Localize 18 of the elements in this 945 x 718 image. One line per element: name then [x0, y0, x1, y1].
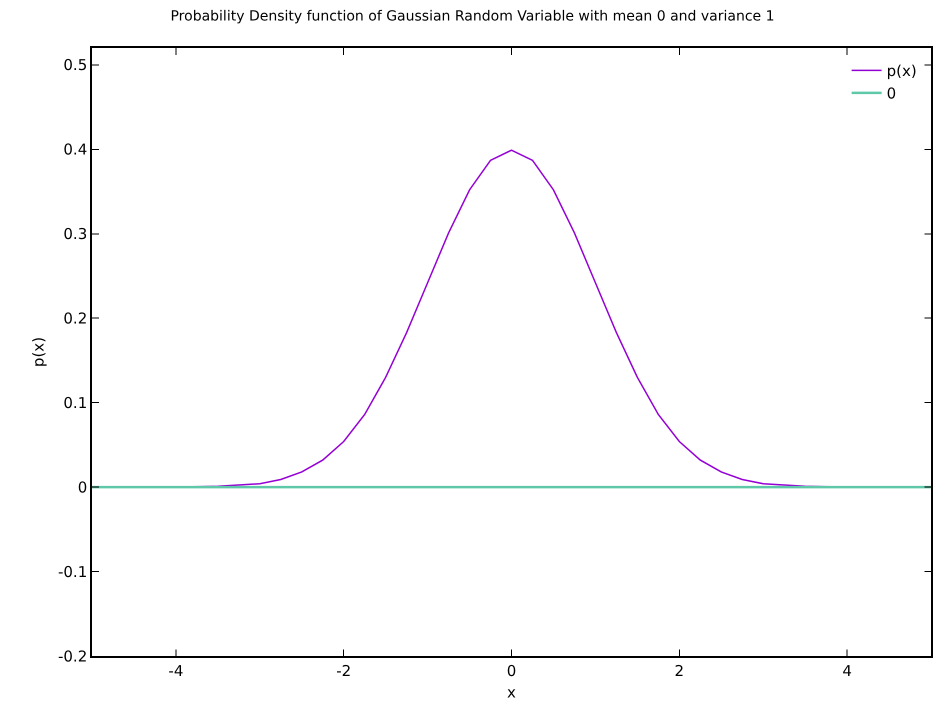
chart-title: Probability Density function of Gaussian Random Variable with mean 0 and variance 1 — [170, 8, 775, 25]
y-tick-label: 0 — [78, 478, 88, 496]
x-tick-label: -4 — [168, 662, 184, 680]
y-tick-label: 0.5 — [63, 56, 88, 74]
x-tick-label: 2 — [674, 662, 684, 680]
y-tick-label: 0.2 — [63, 309, 88, 328]
y-axis-title: p(x) — [30, 336, 48, 368]
y-tick-label: 0.3 — [63, 225, 88, 244]
x-tick-label: 0 — [506, 662, 516, 680]
x-tick-label: -2 — [336, 662, 352, 680]
y-tick-label: -0.1 — [58, 562, 88, 581]
legend-label: 0 — [886, 84, 896, 103]
legend-label: p(x) — [886, 62, 917, 80]
x-tick-label: 4 — [842, 662, 852, 680]
y-tick-label: 0.1 — [63, 394, 88, 412]
x-axis-title: x — [507, 683, 516, 702]
y-tick-label: -0.2 — [58, 647, 88, 666]
y-tick-label: 0.4 — [63, 140, 88, 159]
